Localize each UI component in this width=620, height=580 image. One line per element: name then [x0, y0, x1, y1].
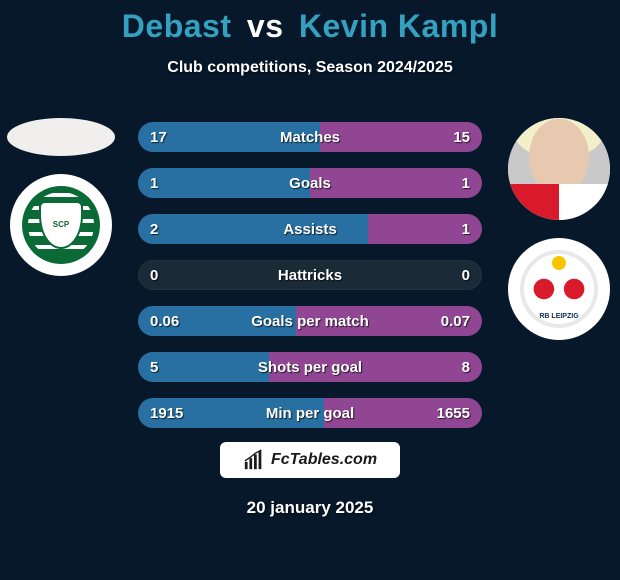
stat-row: 1Goals1 [138, 168, 482, 198]
stat-row: 5Shots per goal8 [138, 352, 482, 382]
stat-row: 2Assists1 [138, 214, 482, 244]
player2-name: Kevin Kampl [299, 8, 498, 44]
brand-badge: FcTables.com [220, 442, 400, 478]
stat-row: 0.06Goals per match0.07 [138, 306, 482, 336]
player1-name: Debast [122, 8, 232, 44]
stat-row: 1915Min per goal1655 [138, 398, 482, 428]
player1-club-badge: SCP [10, 174, 112, 276]
footer-date: 20 january 2025 [0, 498, 620, 518]
stat-right-value: 8 [430, 359, 470, 376]
stat-right-value: 15 [430, 129, 470, 146]
stat-right-value: 1655 [430, 405, 470, 422]
stat-right-value: 0.07 [430, 313, 470, 330]
stat-right-value: 1 [430, 175, 470, 192]
rbl-bulls-icon [532, 274, 586, 304]
chart-icon [243, 449, 265, 471]
brand-text: FcTables.com [271, 451, 377, 469]
stat-right-value: 1 [430, 221, 470, 238]
player2-photo [508, 118, 610, 220]
vs-text: vs [247, 8, 284, 44]
rbl-sun-icon [552, 256, 566, 270]
subtitle: Club competitions, Season 2024/2025 [0, 59, 620, 77]
stat-row: 17Matches15 [138, 122, 482, 152]
stats-table: 17Matches15 1Goals1 2Assists1 0Hattricks0 0.… [138, 122, 482, 428]
player2-club-badge: RB LEIPZIG [508, 238, 610, 340]
stat-right-value: 0 [430, 267, 470, 284]
left-column: SCP [6, 118, 116, 276]
rbl-text: RB LEIPZIG [520, 313, 598, 320]
player1-avatar [7, 118, 115, 156]
stat-row: 0Hattricks0 [138, 260, 482, 290]
comparison-title: Debast vs Kevin Kampl [0, 0, 620, 45]
player2-avatar [508, 118, 610, 220]
right-column: RB LEIPZIG [504, 118, 614, 340]
